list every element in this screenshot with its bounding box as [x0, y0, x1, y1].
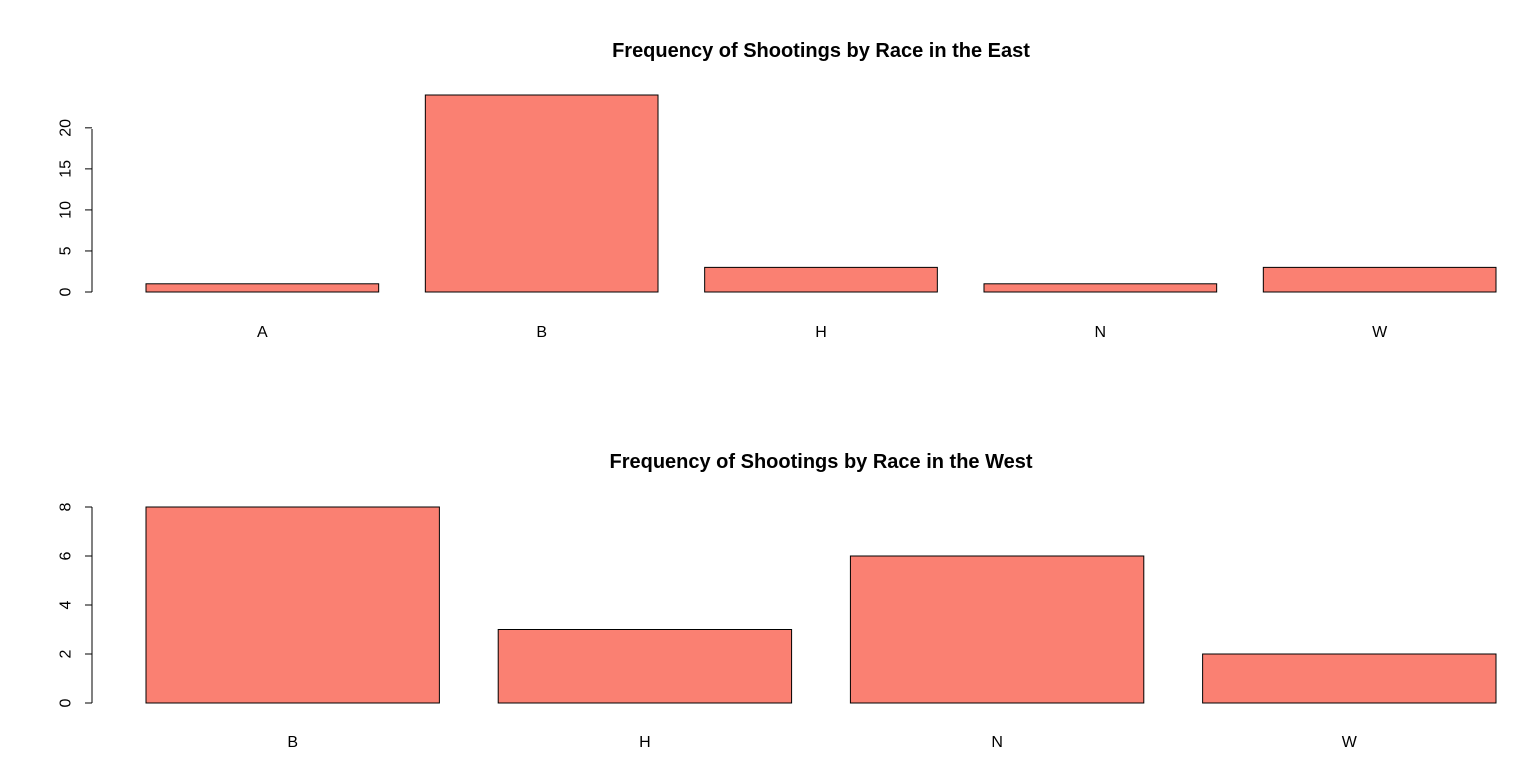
chart-panel-east: Frequency of Shootings by Race in the Ea…	[58, 40, 1497, 341]
bar-N	[849, 555, 1145, 704]
bar-A	[145, 283, 380, 293]
bar-H	[704, 266, 938, 293]
y-tick-label: 8	[58, 502, 75, 511]
y-tick-label: 6	[58, 551, 75, 560]
y-tick-label: 0	[58, 698, 75, 707]
y-tick-label: 20	[58, 119, 75, 137]
y-tick-label: 5	[58, 246, 75, 255]
category-label: W	[1342, 734, 1358, 751]
category-label: N	[991, 734, 1003, 751]
category-label: W	[1372, 324, 1388, 341]
bar-B	[145, 506, 440, 704]
bar-H	[497, 629, 793, 704]
y-tick-label: 4	[58, 600, 75, 609]
category-label: H	[815, 324, 827, 341]
chart-title: Frequency of Shootings by Race in the Ea…	[612, 40, 1030, 62]
category-label: B	[287, 734, 298, 751]
bar-W	[1262, 266, 1497, 293]
y-ticks: 0 2 4 6 8	[58, 502, 92, 707]
category-label: H	[639, 734, 651, 751]
y-tick-label: 0	[58, 287, 75, 296]
category-label: A	[257, 324, 268, 341]
y-ticks: 0 5 10 15 20	[58, 119, 92, 296]
y-tick-label: 2	[58, 649, 75, 658]
category-label: N	[1095, 324, 1107, 341]
chart-panel-west: Frequency of Shootings by Race in the We…	[58, 451, 1497, 751]
y-tick-label: 10	[58, 201, 75, 219]
y-tick-label: 15	[58, 160, 75, 178]
bars	[145, 94, 1497, 293]
chart-title: Frequency of Shootings by Race in the We…	[609, 451, 1032, 473]
bar-B	[424, 94, 659, 293]
bar-N	[983, 283, 1218, 293]
category-label: B	[536, 324, 547, 341]
bars	[145, 506, 1497, 704]
bar-W	[1202, 653, 1497, 704]
